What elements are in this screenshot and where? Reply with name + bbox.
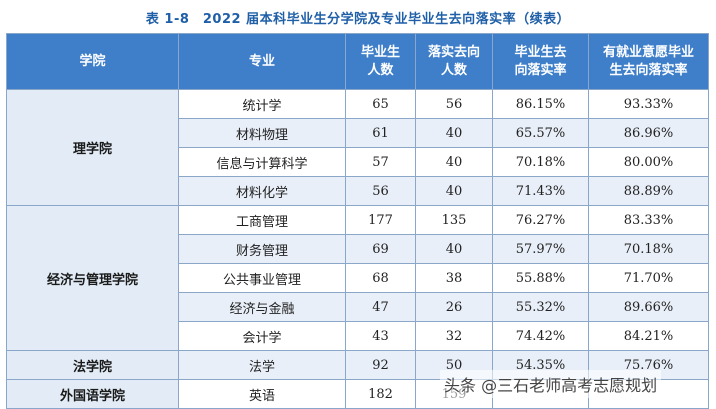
rate-cell: 74.42% <box>492 321 589 351</box>
placed-cell: 40 <box>415 147 493 177</box>
header-college: 学院 <box>6 33 179 90</box>
table-header-row: 学院 专业 毕业生 人数 落实去向 人数 毕业生去 向落实率 有就业意愿毕业 生去向落实… <box>6 33 709 90</box>
rate-cell: 76.27% <box>492 205 589 235</box>
willing-rate-cell: 86.96% <box>588 118 709 148</box>
graduates-cell: 177 <box>345 205 416 235</box>
placed-cell: 56 <box>415 89 493 119</box>
table-row: 经济与管理学院 工商管理 177 135 76.27% 83.33% <box>6 205 709 351</box>
willing-rate-cell: 71.70% <box>588 263 709 293</box>
header-willing-rate: 有就业意愿毕业 生去向落实率 <box>588 33 709 90</box>
header-placed: 落实去向 人数 <box>415 33 493 90</box>
graduates-cell: 56 <box>345 176 416 206</box>
major-cell: 公共事业管理 <box>178 263 346 293</box>
rate-cell: 86.15% <box>492 89 589 119</box>
college-cell: 经济与管理学院 <box>6 205 179 351</box>
placed-cell: 40 <box>415 118 493 148</box>
college-cell: 法学院 <box>6 350 179 380</box>
table-row: 材料物理 61 40 65.57% 86.96% <box>7 118 709 148</box>
willing-rate-cell: 88.89% <box>588 176 709 206</box>
placement-rate-table: 学院 专业 毕业生 人数 落实去向 人数 毕业生去 向落实率 有就业意愿毕业 生去向落实… <box>6 33 709 409</box>
placed-cell: 32 <box>415 321 493 351</box>
table-row: 信息与计算科学 57 40 70.18% 80.00% <box>7 147 709 177</box>
graduates-cell: 92 <box>345 350 416 380</box>
rate-cell: 71.43% <box>492 176 589 206</box>
college-cell: 外国语学院 <box>6 379 179 409</box>
graduates-cell: 57 <box>345 147 416 177</box>
graduates-cell: 61 <box>345 118 416 148</box>
watermark-text: 头条 @三石老师高考志愿规划 <box>440 370 662 398</box>
graduates-cell: 182 <box>345 379 416 409</box>
major-cell: 材料化学 <box>178 176 346 206</box>
willing-rate-cell: 80.00% <box>588 147 709 177</box>
graduates-cell: 43 <box>345 321 416 351</box>
placed-cell: 38 <box>415 263 493 293</box>
rate-cell: 57.97% <box>492 234 589 264</box>
rate-cell: 70.18% <box>492 147 589 177</box>
college-cell: 理学院 <box>6 89 179 206</box>
major-cell: 法学 <box>178 350 346 380</box>
major-cell: 经济与金融 <box>178 292 346 322</box>
rate-cell: 55.88% <box>492 263 589 293</box>
table-row: 财务管理 69 40 57.97% 70.18% <box>7 234 709 264</box>
major-cell: 会计学 <box>178 321 346 351</box>
table-row: 材料化学 56 40 71.43% 88.89% <box>7 176 709 206</box>
willing-rate-cell: 93.33% <box>588 89 709 119</box>
rate-cell: 65.57% <box>492 118 589 148</box>
major-cell: 统计学 <box>178 89 346 119</box>
major-cell: 材料物理 <box>178 118 346 148</box>
graduates-cell: 65 <box>345 89 416 119</box>
major-cell: 工商管理 <box>178 205 346 235</box>
graduates-cell: 69 <box>345 234 416 264</box>
rate-cell: 55.32% <box>492 292 589 322</box>
placed-cell: 26 <box>415 292 493 322</box>
major-cell: 英语 <box>178 379 346 409</box>
willing-rate-cell: 70.18% <box>588 234 709 264</box>
header-rate: 毕业生去 向落实率 <box>492 33 589 90</box>
willing-rate-cell: 89.66% <box>588 292 709 322</box>
table-row: 理学院 统计学 65 56 86.15% 93.33% <box>6 89 709 206</box>
major-cell: 财务管理 <box>178 234 346 264</box>
header-graduates: 毕业生 人数 <box>345 33 416 90</box>
willing-rate-cell: 84.21% <box>588 321 709 351</box>
table-title: 表 1-8 2022 届本科毕业生分学院及专业毕业生去向落实率（续表） <box>145 12 571 27</box>
table-row: 会计学 43 32 74.42% 84.21% <box>7 321 709 351</box>
placed-cell: 40 <box>415 176 493 206</box>
graduates-cell: 68 <box>345 263 416 293</box>
header-major: 专业 <box>178 33 346 90</box>
graduates-cell: 47 <box>345 292 416 322</box>
major-cell: 信息与计算科学 <box>178 147 346 177</box>
placed-cell: 40 <box>415 234 493 264</box>
willing-rate-cell: 83.33% <box>588 205 709 235</box>
placed-cell: 135 <box>415 205 493 235</box>
